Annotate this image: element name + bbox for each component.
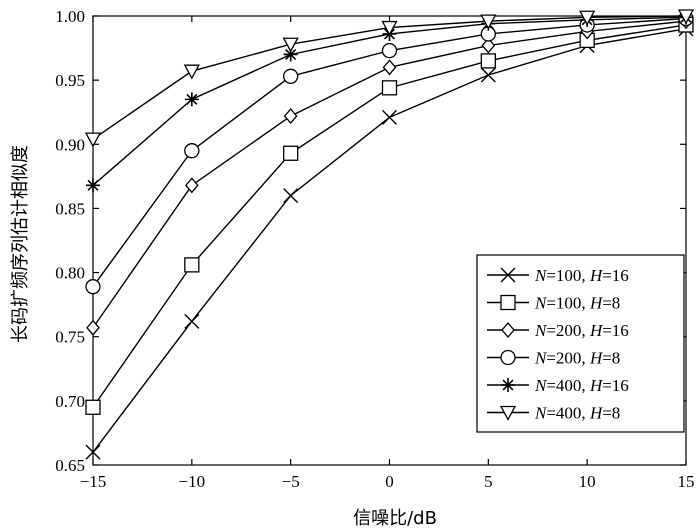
data-point-circle	[381, 42, 398, 59]
legend-marker-square	[500, 294, 516, 311]
legend-label: N=200, H=8	[534, 349, 620, 368]
y-tick-label: 0.70	[55, 392, 85, 411]
data-point-x	[480, 67, 496, 83]
data-point-triangle-down	[677, 9, 695, 25]
legend-item: N=400, H=8	[487, 404, 620, 423]
legend-label: N=100, H=8	[534, 294, 620, 313]
data-point-x	[283, 188, 299, 204]
data-point-triangle-down	[183, 64, 200, 80]
data-point-square	[85, 399, 101, 415]
data-point-diamond	[184, 177, 199, 194]
data-point-triangle-down	[84, 132, 102, 148]
data-point-circle	[85, 279, 101, 295]
x-tick-label: 5	[484, 472, 493, 491]
data-point-star	[283, 47, 298, 62]
data-point-triangle-down	[282, 37, 299, 53]
legend-marker-circle	[500, 349, 516, 366]
y-tick-label: 0.90	[55, 135, 85, 154]
data-point-square	[283, 145, 299, 161]
data-point-diamond	[481, 37, 496, 54]
series-lines	[84, 9, 695, 460]
legend-marker-diamond	[501, 322, 515, 338]
legend-marker-triangle-down	[499, 405, 517, 421]
legend-item: N=100, H=8	[487, 294, 620, 313]
legend-item: N=400, H=16	[487, 376, 629, 395]
legend-item: N=200, H=8	[487, 349, 620, 368]
data-point-x	[382, 109, 397, 125]
x-tick-label: 10	[579, 472, 596, 491]
x-tick-label: 15	[678, 472, 695, 491]
series-triangle-down	[84, 9, 695, 148]
data-point-triangle-down	[381, 20, 398, 36]
legend-marker-star	[501, 378, 515, 392]
y-tick-label: 0.80	[55, 264, 85, 283]
data-point-x	[85, 444, 101, 460]
data-point-diamond	[283, 108, 298, 125]
series-line	[92, 17, 687, 288]
data-point-diamond	[382, 59, 397, 76]
legend-item: N=200, H=16	[487, 321, 629, 340]
x-tick-label: −15	[80, 472, 107, 491]
legend-label: N=400, H=16	[534, 376, 629, 395]
legend-label: N=100, H=16	[534, 266, 629, 285]
legend-box	[476, 254, 685, 433]
data-point-circle	[184, 143, 200, 159]
data-point-square	[184, 257, 200, 273]
x-tick-label: −5	[282, 472, 300, 491]
data-point-square	[480, 53, 496, 69]
series-line	[92, 16, 687, 186]
y-axis-title: 长码扩频序列估计相似度	[10, 145, 31, 343]
data-point-star	[184, 92, 199, 107]
x-tick-label: 0	[385, 472, 394, 491]
legend-marker-x	[500, 267, 516, 283]
y-tick-label: 0.65	[55, 456, 85, 475]
x-tick-label: −10	[179, 472, 206, 491]
series-square	[85, 17, 694, 415]
legend-label: N=200, H=16	[534, 321, 629, 340]
x-axis-title: 信噪比/dB	[353, 508, 437, 529]
data-point-triangle-down	[480, 14, 497, 30]
legend: N=100, H=16 N=100, H=8 N=200, H=16 N=200, H…	[476, 254, 685, 433]
y-tick-label: 0.75	[55, 328, 85, 347]
data-point-diamond	[86, 319, 100, 336]
data-point-triangle-down	[579, 10, 596, 26]
data-point-circle	[283, 68, 299, 84]
data-point-star	[86, 178, 100, 193]
y-tick-label: 0.95	[55, 71, 85, 90]
series-circle	[85, 10, 694, 295]
y-tick-label: 0.85	[55, 199, 85, 218]
legend-item: N=100, H=16	[487, 266, 629, 285]
axes: −15 −10 −5 0 5 10 15 0.65 0.70 0.75 0.80 0.85 0.90 0.…	[55, 7, 694, 491]
data-point-x	[184, 313, 200, 329]
legend-label: N=400, H=8	[534, 404, 620, 423]
y-tick-label: 1.00	[55, 7, 85, 26]
data-point-square	[381, 80, 398, 96]
